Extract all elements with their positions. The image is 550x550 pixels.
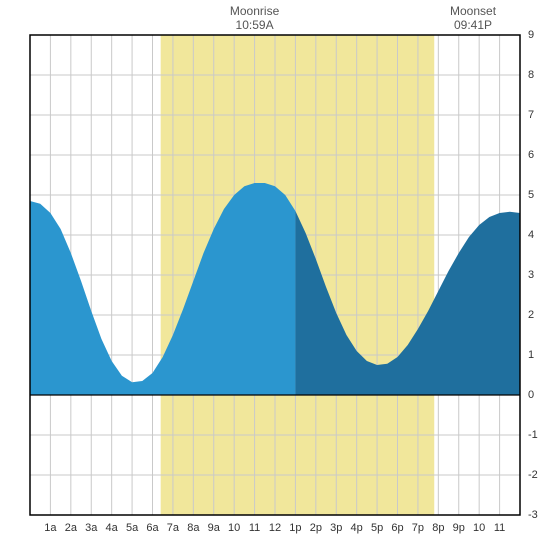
x-tick-label: 5a [126,522,138,534]
y-tick-label: -2 [528,469,538,481]
y-tick-label: 0 [528,389,534,401]
x-tick-label: 8a [187,522,199,534]
tide-chart: 1a2a3a4a5a6a7a8a9a1011121p2p3p4p5p6p7p8p… [0,0,550,550]
x-tick-label: 6p [391,522,403,534]
chart-svg [0,0,550,550]
moonrise-title: Moonrise [225,4,285,18]
x-tick-label: 5p [371,522,383,534]
x-tick-label: 10 [473,522,485,534]
x-tick-label: 1p [289,522,301,534]
x-tick-label: 12 [269,522,281,534]
y-tick-label: 9 [528,29,534,41]
y-tick-label: 7 [528,109,534,121]
x-tick-label: 11 [249,522,260,534]
x-tick-label: 3a [85,522,97,534]
y-tick-label: 8 [528,69,534,81]
x-tick-label: 4p [351,522,363,534]
x-tick-label: 4a [106,522,118,534]
x-tick-label: 1a [44,522,56,534]
x-tick-label: 7p [412,522,424,534]
y-tick-label: 2 [528,309,534,321]
x-tick-label: 11 [494,522,505,534]
x-tick-label: 6a [146,522,158,534]
x-tick-label: 3p [330,522,342,534]
moonset-time: 09:41P [443,18,503,32]
x-tick-label: 7a [167,522,179,534]
x-tick-label: 2p [310,522,322,534]
moonset-title: Moonset [443,4,503,18]
y-tick-label: 1 [528,349,534,361]
y-tick-label: 4 [528,229,534,241]
y-tick-label: -3 [528,509,538,521]
x-tick-label: 8p [432,522,444,534]
x-tick-label: 9a [208,522,220,534]
y-tick-label: 6 [528,149,534,161]
moonrise-time: 10:59A [225,18,285,32]
y-tick-label: 3 [528,269,534,281]
y-tick-label: -1 [528,429,538,441]
x-tick-label: 10 [228,522,240,534]
x-tick-label: 2a [65,522,77,534]
y-tick-label: 5 [528,189,534,201]
x-tick-label: 9p [453,522,465,534]
